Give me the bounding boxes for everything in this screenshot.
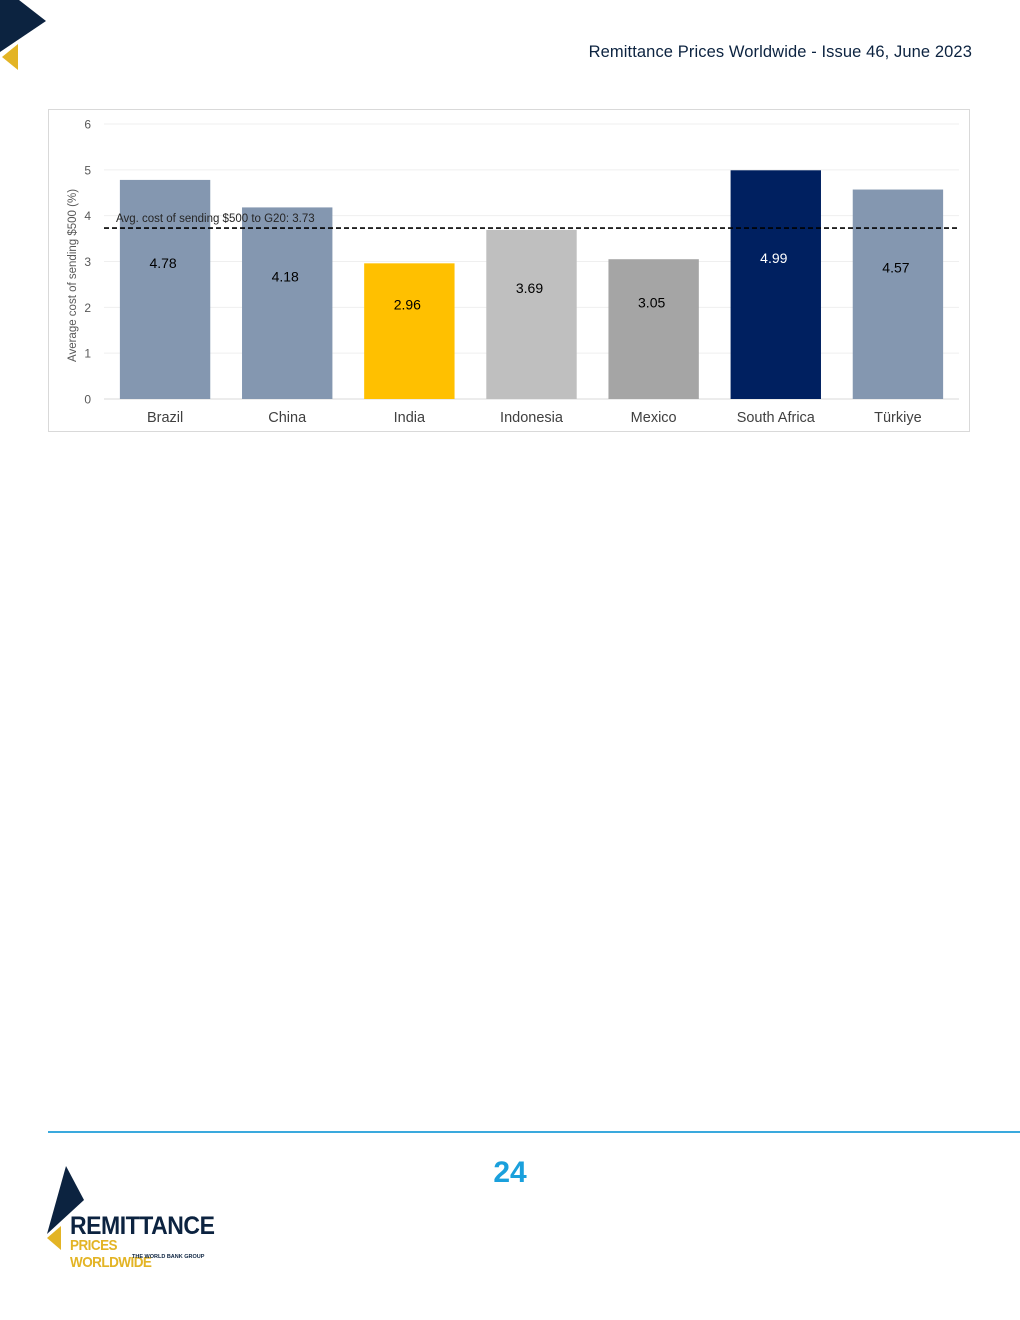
data-labels: 4.78 4.18 2.96 3.69 3.05 4.99 4.57 [149, 250, 909, 313]
logo-navy-shape [47, 1166, 84, 1234]
bar [364, 263, 455, 399]
x-tick-label: India [394, 410, 426, 426]
bar [242, 207, 333, 399]
logo-text-prices-worldwide: PRICES WORLDWIDE [70, 1237, 152, 1271]
bars [119, 170, 944, 399]
bar [852, 189, 944, 399]
logo-text-remittance: REMITTANCE [70, 1212, 215, 1240]
bar [486, 229, 577, 399]
y-tick-label: 6 [84, 118, 91, 132]
y-tick-label: 2 [84, 301, 91, 315]
x-tick-label: Mexico [631, 410, 677, 426]
y-tick-label: 1 [84, 347, 91, 361]
data-label: 3.05 [638, 295, 665, 311]
bar [119, 179, 211, 399]
corner-gold-triangle [2, 44, 18, 70]
bar [608, 259, 699, 399]
axes: 0 1 2 3 4 5 6 Average cost of sending $500 (%) B… [67, 118, 922, 427]
remittance-prices-logo: REMITTANCE PRICES WORLDWIDE THE WORLD BA… [44, 1164, 215, 1271]
data-label: 4.57 [882, 260, 909, 276]
data-label: 3.69 [516, 280, 543, 296]
x-tick-label: Türkiye [874, 410, 922, 426]
y-tick-label: 4 [84, 209, 91, 223]
corner-logo-mark [0, 0, 46, 70]
y-axis-title: Average cost of sending $500 (%) [67, 189, 79, 362]
footer-divider [48, 1131, 1020, 1133]
y-tick-label: 3 [84, 255, 91, 269]
x-tick-label: Brazil [147, 410, 183, 426]
x-tick-label: China [268, 410, 307, 426]
bar [730, 170, 821, 399]
corner-navy-shape [0, 0, 46, 52]
bar-chart: Avg. cost of sending $500 to G20: 3.73 4… [67, 118, 959, 427]
logo-mark-icon [47, 1166, 84, 1250]
data-label: 4.78 [149, 255, 176, 271]
logo-gold-triangle [47, 1226, 61, 1250]
data-label: 2.96 [394, 297, 421, 313]
header-title: Remittance Prices Worldwide - Issue 46, … [588, 43, 972, 61]
chart-frame: Avg. cost of sending $500 to G20: 3.73 4… [48, 109, 970, 432]
x-tick-label: South Africa [737, 410, 816, 426]
y-tick-label: 5 [84, 163, 91, 177]
y-tick-label: 0 [84, 393, 91, 407]
logo-text-world-bank-group: THE WORLD BANK GROUP [132, 1254, 205, 1260]
data-label: 4.99 [760, 250, 787, 266]
x-tick-label: Indonesia [500, 410, 564, 426]
page-number: 24 [493, 1156, 527, 1189]
average-reference-label: Avg. cost of sending $500 to G20: 3.73 [116, 213, 315, 225]
reference-line-group: Avg. cost of sending $500 to G20: 3.73 [104, 213, 959, 229]
data-label: 4.18 [272, 269, 299, 285]
